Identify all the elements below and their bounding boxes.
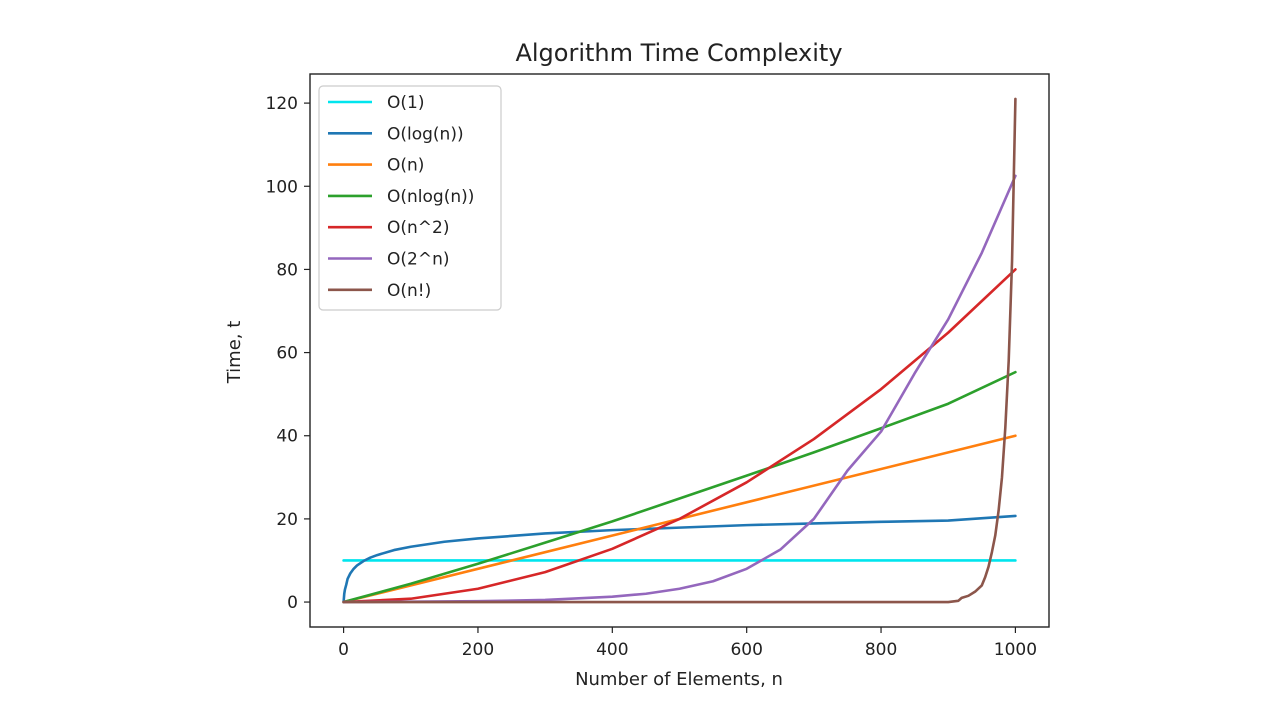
y-tick-label: 60 [276, 344, 298, 364]
series-lines [342, 97, 1017, 604]
y-tick-label: 0 [287, 593, 298, 613]
series-line-3 [342, 370, 1017, 604]
legend-label-5: O(2^n) [387, 250, 449, 270]
x-tick-label: 400 [596, 640, 628, 660]
legend-label-1: O(log(n)) [387, 124, 464, 144]
legend-label-3: O(nlog(n)) [387, 187, 474, 207]
x-axis-label: Number of Elements, n [575, 669, 783, 690]
legend-label-2: O(n) [387, 156, 424, 176]
x-tick-label: 0 [338, 640, 349, 660]
plot-area: 0 200 400 600 800 1000 0 20 40 60 80 100 120 O(1) O(lo… [266, 73, 1050, 660]
y-tick-label: 100 [266, 177, 298, 197]
x-tick-label: 200 [462, 640, 494, 660]
legend-label-6: O(n!) [387, 281, 431, 301]
chart-title: Algorithm Time Complexity [515, 39, 842, 67]
series-line-4 [342, 268, 1017, 604]
x-tick-label: 1000 [994, 640, 1037, 660]
legend-label-0: O(1) [387, 93, 424, 113]
legend: O(1) O(log(n)) O(n) O(nlog(n)) O(n^2) O(2^n) O… [318, 85, 502, 311]
x-tick-label: 800 [865, 640, 897, 660]
y-tick-label: 40 [276, 427, 298, 447]
series-line-1 [342, 514, 1017, 604]
plot-frame [309, 73, 1050, 628]
series-line-6 [342, 97, 1017, 604]
y-tick-label: 80 [276, 260, 298, 280]
y-axis-label: Time, t [224, 321, 245, 385]
y-tick-label: 20 [276, 510, 298, 530]
legend-label-4: O(n^2) [387, 218, 449, 238]
x-tick-label: 600 [730, 640, 762, 660]
legend-box [318, 85, 502, 311]
series-line-5 [342, 174, 1017, 604]
y-tick-label: 120 [266, 94, 298, 114]
